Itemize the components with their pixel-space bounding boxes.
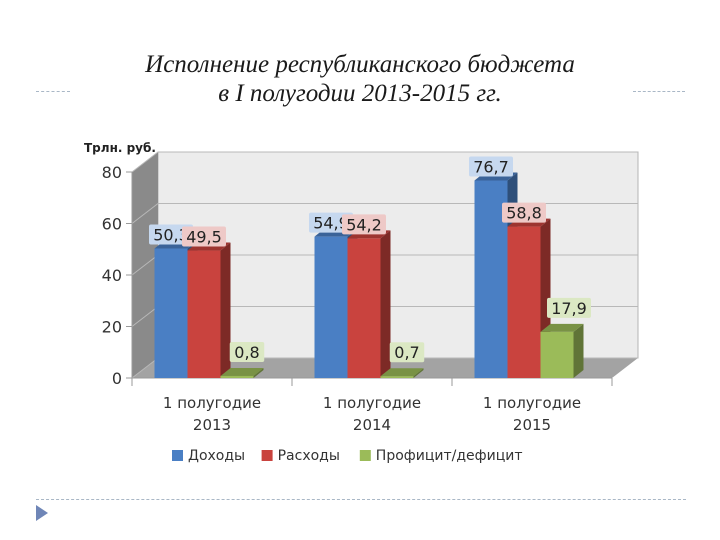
- chart-legend: Доходы Расходы Профицит/дефицит: [172, 448, 523, 464]
- x-tick-label-0-0: 1 полугодие: [163, 394, 261, 412]
- data-label-0-2: 0,8: [234, 343, 259, 362]
- bar-0-2: [220, 367, 264, 378]
- legend-swatch-2: [359, 450, 371, 461]
- x-tick-label-1-1: 2014: [353, 416, 391, 434]
- y-axis-label: Трлн. руб.: [84, 141, 156, 155]
- data-label-bg-2-2: [547, 297, 591, 318]
- bar-2-2: [540, 323, 584, 378]
- bar-1-1: [347, 230, 391, 378]
- x-tick-label-0-1: 2013: [193, 416, 231, 434]
- bar-0-1: [187, 242, 231, 378]
- y-tick-label-0: 0: [112, 369, 122, 388]
- gridline-side-0: [131, 357, 159, 379]
- slide-title-line-1: Исполнение республиканского бюджета: [145, 51, 575, 78]
- title-divider-left: [36, 91, 70, 92]
- legend-label-1: Расходы: [278, 448, 340, 464]
- slide-title-line-2: в I полугодии 2013-2015 гг.: [218, 80, 502, 107]
- data-label-1-0: 54,9: [313, 214, 349, 233]
- legend-swatch-1: [261, 450, 273, 461]
- data-label-bg-2-1: [502, 202, 546, 223]
- title-divider-right: [633, 91, 685, 92]
- footer-divider: [36, 499, 686, 500]
- legend-swatch-0: [172, 450, 183, 461]
- gridline-side-3: [131, 203, 159, 224]
- gridline-side-4: [131, 151, 159, 173]
- data-label-2-0: 76,7: [473, 157, 509, 176]
- gridline-side-1: [131, 306, 159, 327]
- legend-label-2: Профицит/дефицит: [376, 448, 523, 464]
- y-tick-label-2: 40: [102, 266, 122, 285]
- x-tick-label-1-0: 1 полугодие: [323, 394, 421, 412]
- bullet-arrow-icon: [36, 505, 48, 521]
- bar-1-2: [380, 368, 424, 378]
- data-label-bg-0-1: [182, 226, 226, 247]
- data-label-bg-1-2: [389, 342, 425, 363]
- y-tick-label-3: 60: [102, 215, 122, 234]
- data-label-2-1: 58,8: [506, 204, 542, 223]
- legend-label-0: Доходы: [188, 448, 245, 464]
- data-label-1-1: 54,2: [346, 215, 382, 234]
- gridline-side-2: [131, 254, 159, 276]
- data-label-bg-0-2: [229, 341, 265, 362]
- y-tick-label-4: 80: [102, 163, 122, 182]
- data-label-0-1: 49,5: [186, 228, 222, 247]
- slide-title: Исполнение республиканского бюджета в I …: [0, 50, 720, 108]
- data-label-1-2: 0,7: [394, 343, 419, 362]
- x-tick-label-2-0: 1 полугодие: [483, 394, 581, 412]
- data-label-2-2: 17,9: [551, 299, 587, 318]
- y-tick-label-1: 20: [102, 318, 122, 337]
- data-label-0-0: 50,3: [153, 225, 189, 244]
- chart-data-labels: 50,349,5 0,8 54,954,2 0,7 76,7 58,8 17,9: [149, 156, 591, 363]
- x-tick-label-2-1: 2015: [513, 416, 551, 434]
- data-label-bg-1-1: [342, 214, 386, 235]
- data-label-bg-2-0: [469, 156, 513, 177]
